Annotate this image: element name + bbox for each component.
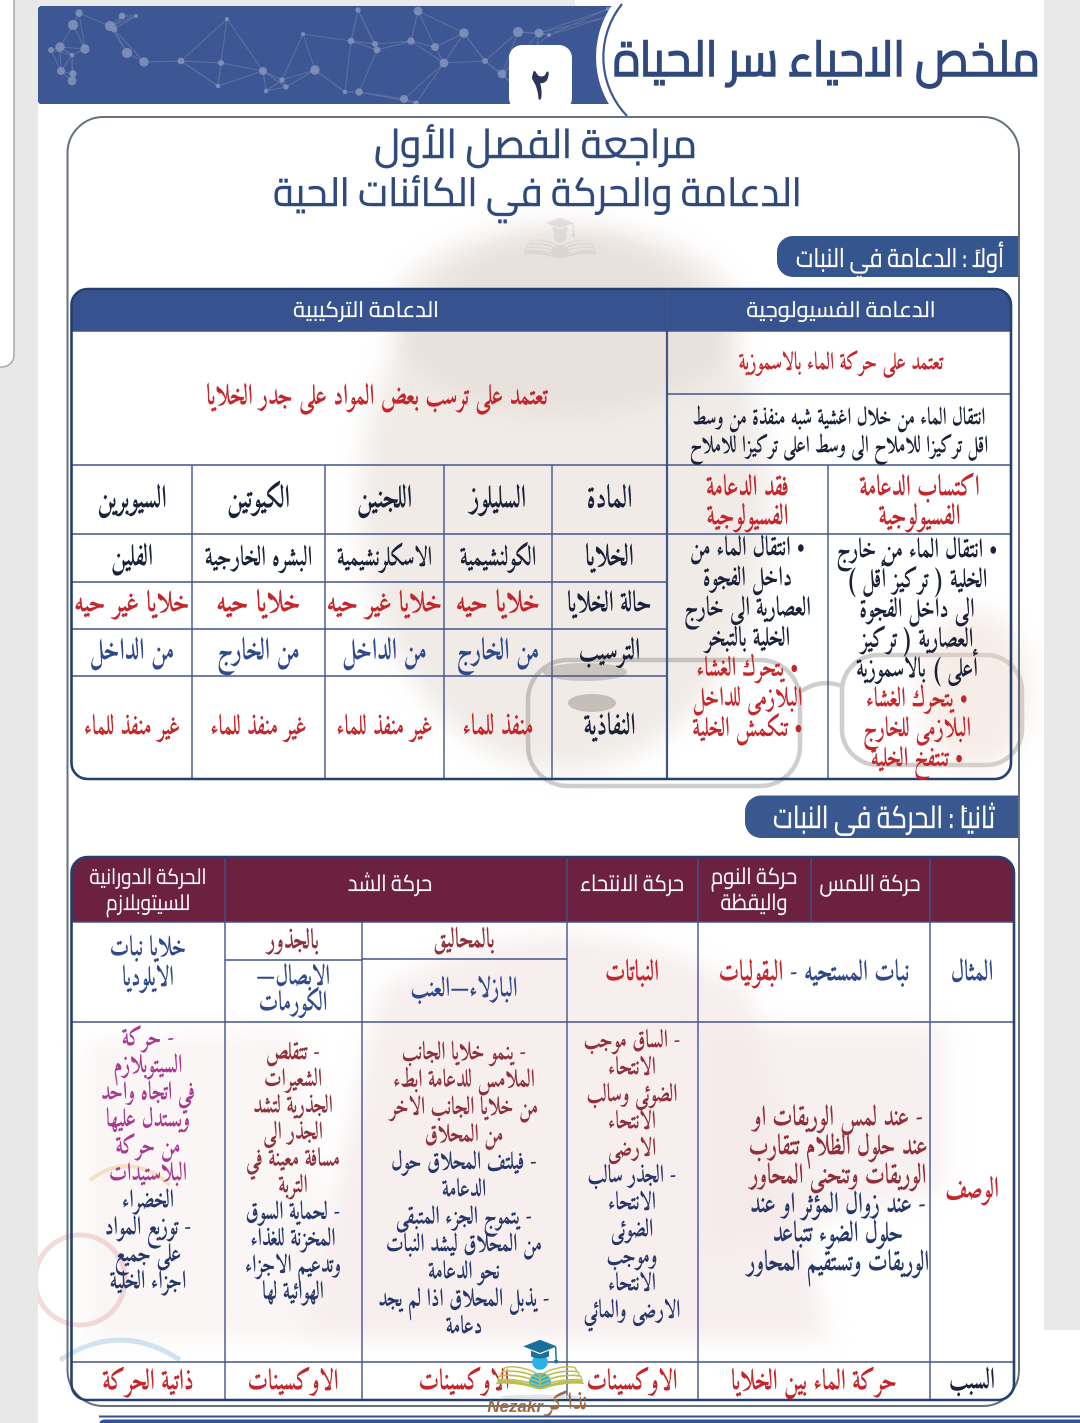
svg-text:Nezakr: Nezakr: [487, 1397, 544, 1416]
